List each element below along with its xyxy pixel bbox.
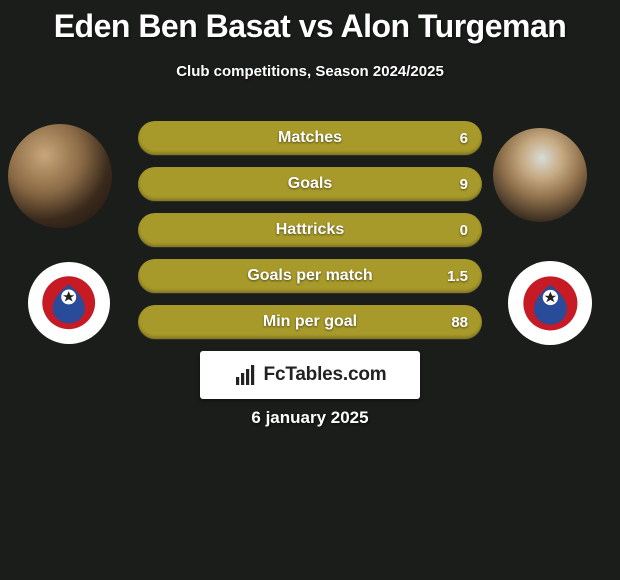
stat-label: Matches	[138, 121, 482, 155]
player-avatar-right	[493, 128, 587, 222]
date-text: 6 january 2025	[0, 408, 620, 428]
stat-label: Goals	[138, 167, 482, 201]
stat-value: 9	[460, 167, 468, 201]
page-title: Eden Ben Basat vs Alon Turgeman	[0, 0, 620, 45]
stat-value: 1.5	[447, 259, 468, 293]
club-logo-right	[508, 261, 592, 345]
club-emblem-icon	[40, 274, 97, 331]
stat-bar: Goals per match 1.5	[138, 259, 482, 293]
stat-value: 6	[460, 121, 468, 155]
stat-bar: Hattricks 0	[138, 213, 482, 247]
chart-icon	[234, 363, 258, 387]
stat-bar: Matches 6	[138, 121, 482, 155]
player-face-left	[8, 124, 112, 228]
club-emblem-icon	[521, 274, 580, 333]
player-face-right	[493, 128, 587, 222]
club-logo-left	[28, 262, 110, 344]
stat-label: Goals per match	[138, 259, 482, 293]
stat-value: 0	[460, 213, 468, 247]
subtitle: Club competitions, Season 2024/2025	[0, 63, 620, 80]
stat-label: Hattricks	[138, 213, 482, 247]
brand-badge: FcTables.com	[200, 351, 420, 399]
stat-label: Min per goal	[138, 305, 482, 339]
stat-value: 88	[451, 305, 468, 339]
stats-bars: Matches 6 Goals 9 Hattricks 0 Goals per …	[138, 121, 482, 351]
stat-bar: Min per goal 88	[138, 305, 482, 339]
brand-text: FcTables.com	[264, 364, 387, 386]
stat-bar: Goals 9	[138, 167, 482, 201]
player-avatar-left	[8, 124, 112, 228]
